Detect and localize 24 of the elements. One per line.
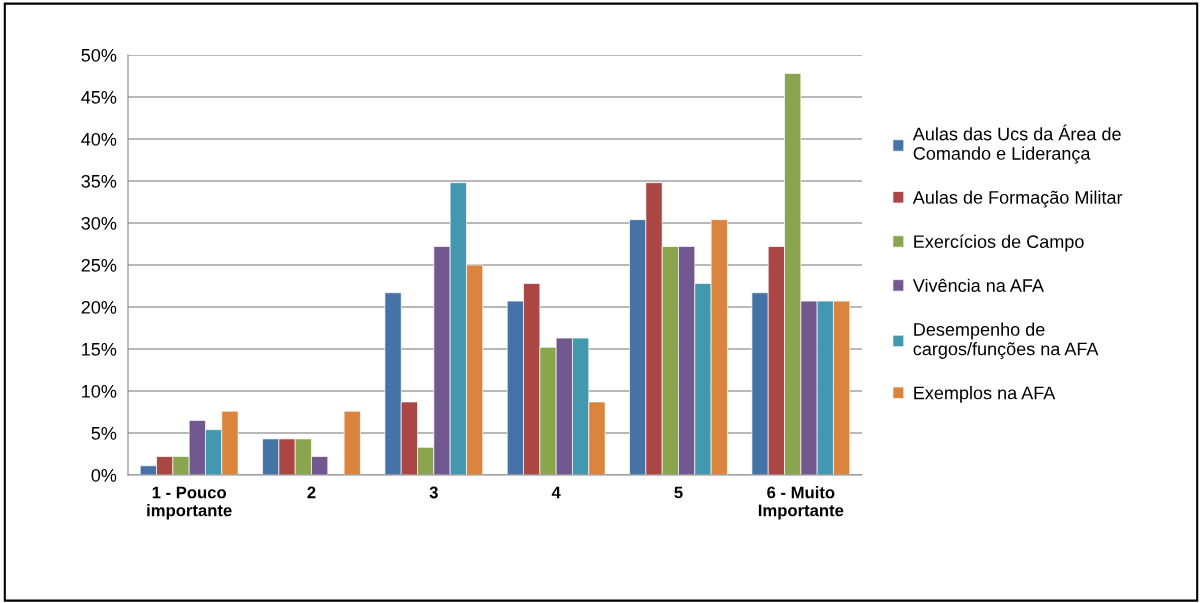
- x-tick-label: 4: [551, 486, 561, 499]
- y-tick-label: 10%: [82, 384, 117, 398]
- legend-label: Aulas das Ucs da Área de Comando e Liderança: [912, 124, 1121, 164]
- x-tick-label: 1 - Pouco importante: [147, 486, 232, 520]
- y-tick-label: 15%: [82, 343, 117, 356]
- y-tick-label: 40%: [81, 132, 117, 146]
- legend-label: Exemplos na AFA: [914, 386, 1056, 403]
- x-tick-label: 3: [429, 486, 438, 499]
- legend-label: Aulas de Formação Militar: [912, 190, 1123, 208]
- legend-label: Exercícios de Campo: [914, 234, 1084, 252]
- y-tick-label: 5%: [91, 427, 117, 440]
- y-tick-label: 45%: [81, 91, 117, 104]
- y-tick-label: 50%: [81, 48, 117, 62]
- y-tick-label: 25%: [81, 258, 117, 272]
- y-tick-label: 30%: [81, 216, 117, 230]
- y-tick-label: 0%: [91, 468, 117, 482]
- x-tick-label: 6 - Muito Importante: [758, 486, 844, 520]
- y-tick-label: 20%: [81, 300, 117, 314]
- x-tick-label: 5: [674, 486, 683, 499]
- bar: [343, 410, 361, 475]
- x-tick-label: 2: [307, 486, 316, 499]
- legend-label: Desempenho de cargos/funções na AFA: [913, 322, 1099, 359]
- legend-label: Vivência na AFA: [912, 278, 1044, 292]
- y-tick-label: 35%: [81, 174, 117, 188]
